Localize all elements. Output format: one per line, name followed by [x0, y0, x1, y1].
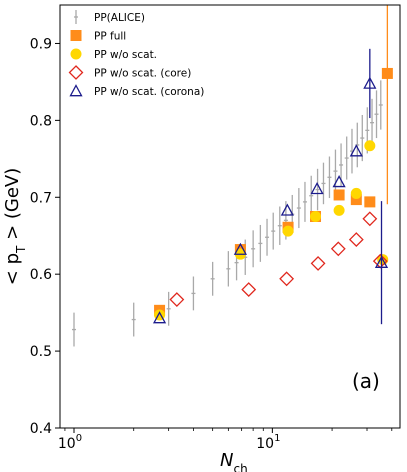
y-axis-label-part2: > (GeV): [2, 168, 23, 246]
x-axis-label-sub: ch: [233, 462, 247, 472]
y-tick-label: 0.6: [30, 267, 52, 283]
legend-marker: [69, 84, 83, 97]
data-point: [310, 211, 322, 222]
plot-area: [72, 5, 393, 347]
data-point: [233, 242, 247, 255]
legend-label: PP w/o scat.: [94, 49, 157, 61]
y-tick-label: 0.4: [30, 421, 52, 437]
legend-label: PP w/o scat. (corona): [94, 86, 204, 98]
data-point: [279, 271, 295, 287]
data-point: [310, 255, 326, 271]
y-tick-label: 0.8: [30, 113, 52, 129]
plot-frame: [59, 4, 401, 429]
x-axis-label-main: N: [220, 450, 233, 471]
data-point: [364, 140, 376, 152]
data-point: [350, 194, 362, 206]
data-point: [333, 204, 345, 216]
series-pp-w-o-scat: [154, 140, 389, 321]
data-point: [152, 311, 167, 324]
series-pp-alice: [72, 80, 383, 347]
data-point: [350, 187, 362, 199]
data-point: [333, 189, 345, 201]
legend-label: PP(ALICE): [94, 12, 145, 24]
x-tick-label: 100: [58, 433, 82, 452]
x-axis-label: Nch: [220, 450, 248, 472]
legend-marker: [70, 30, 82, 41]
data-point: [169, 292, 185, 307]
data-point: [241, 282, 257, 297]
y-tick-label: 0.7: [30, 190, 52, 206]
x-tick-label: 101: [256, 433, 280, 452]
y-tick-label: 0.9: [30, 36, 52, 52]
data-point: [364, 196, 376, 208]
data-point: [381, 67, 393, 79]
legend-marker: [70, 48, 82, 60]
y-axis-label-sub: T: [14, 245, 28, 254]
panel-label: (a): [352, 369, 380, 393]
y-tick-label: 0.5: [30, 344, 52, 360]
series-pp-w-o-scat-core: [169, 211, 388, 307]
data-point: [280, 203, 294, 216]
legend-marker: [68, 65, 84, 80]
legend-label: PP full: [94, 31, 126, 43]
series-pp-w-o-scat-corona: [152, 48, 389, 325]
y-axis-label-part1: < p: [2, 253, 23, 285]
legend-label: PP w/o scat. (core): [94, 68, 191, 80]
data-point: [348, 232, 364, 247]
data-point: [362, 211, 378, 227]
data-point: [363, 76, 377, 89]
data-point: [332, 175, 346, 188]
axis-ticks: 0.4 0.5 0.6 0.7 0.8 0.9 100 101: [30, 36, 393, 452]
legend: PP(ALICE) PP full PP w/o scat. PP w/o scat.…: [68, 10, 204, 98]
data-point: [330, 241, 346, 257]
data-point: [349, 144, 363, 157]
data-point: [374, 255, 389, 268]
data-point: [310, 181, 324, 195]
y-axis-label: < pT > (GeV): [2, 168, 28, 285]
data-point: [282, 225, 294, 237]
